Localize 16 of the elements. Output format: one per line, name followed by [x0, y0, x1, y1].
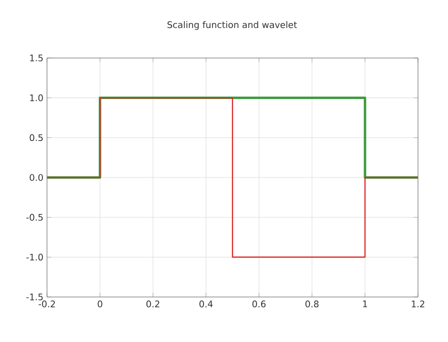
y-tick-label: 1.5: [30, 54, 43, 62]
y-tick-label: 0.0: [30, 174, 43, 181]
y-tick-label: 0.5: [30, 134, 43, 142]
chart-title: Scaling function and wavelet: [168, 21, 297, 30]
x-tick-label: 0.4: [199, 300, 213, 308]
y-tick-label: -1.5: [26, 294, 43, 300]
x-tick-label: 0: [98, 300, 102, 308]
x-tick-label: 0.8: [305, 300, 319, 308]
x-tick-label: 0.6: [252, 300, 266, 308]
y-tick-label: -1.0: [26, 254, 43, 261]
x-tick-label: 0.2: [146, 300, 160, 308]
y-tick-label: 1.0: [30, 94, 43, 102]
x-tick-label: 1.2: [412, 300, 424, 308]
x-tick-label: -0.2: [38, 300, 55, 308]
x-tick-label: 1: [363, 300, 368, 308]
y-tick-label: -0.5: [26, 214, 43, 221]
